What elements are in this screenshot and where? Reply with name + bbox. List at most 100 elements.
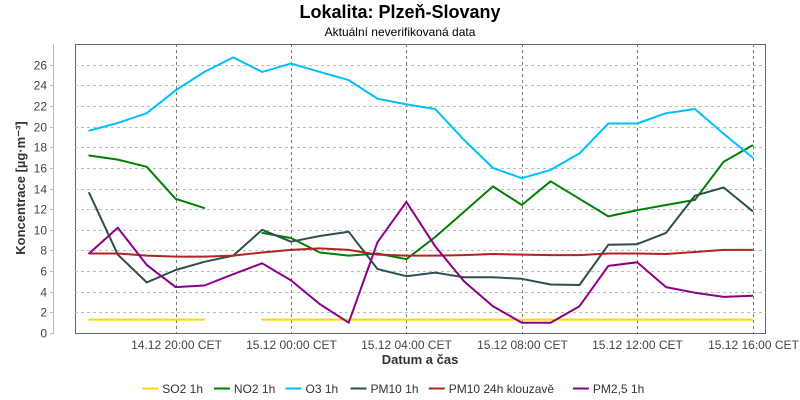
data-point (347, 321, 350, 324)
y-tick-label: 26 (34, 59, 48, 73)
series-o3-1h (88, 56, 754, 180)
data-point (492, 253, 494, 255)
data-point (751, 144, 754, 146)
data-point (665, 204, 667, 206)
data-point (232, 254, 235, 257)
data-point (492, 185, 494, 188)
data-point (636, 252, 638, 255)
data-point (347, 231, 350, 233)
data-point (722, 132, 725, 135)
legend-label: PM2,5 1h (593, 382, 644, 396)
data-point (463, 280, 465, 283)
data-point (376, 318, 379, 321)
y-tick-label: 14 (34, 183, 48, 197)
data-point (88, 154, 90, 157)
series-line (88, 186, 754, 286)
y-tick-label: 10 (34, 224, 48, 238)
data-point (174, 255, 177, 258)
legend-label: SO2 1h (162, 382, 203, 396)
data-point (145, 112, 148, 114)
data-point (203, 318, 206, 321)
data-point (261, 262, 263, 265)
data-point (145, 254, 148, 257)
data-point (203, 71, 206, 73)
data-point (722, 296, 725, 298)
data-point (751, 295, 754, 297)
legend-label: PM10 24h klouzavě (449, 382, 555, 396)
data-point (261, 71, 263, 73)
data-point (694, 251, 696, 253)
data-point (722, 318, 725, 321)
data-point (145, 318, 148, 321)
data-point (549, 283, 552, 286)
data-point (261, 228, 263, 231)
data-point (145, 281, 148, 284)
data-point (319, 318, 321, 321)
data-point (636, 209, 638, 211)
data-point (578, 152, 581, 155)
data-point (722, 160, 725, 163)
data-point (492, 276, 494, 279)
y-tick-label: 2 (40, 306, 47, 320)
data-point (117, 158, 119, 161)
data-point (290, 318, 292, 321)
data-point (463, 254, 465, 256)
data-point (261, 251, 263, 254)
legend-item[interactable]: PM2,5 1h (572, 382, 644, 396)
data-point (578, 198, 581, 200)
data-point (636, 318, 638, 321)
series-line (88, 200, 753, 324)
data-point (405, 103, 408, 106)
data-point (88, 252, 90, 255)
x-tick-label: 15.12 04:00 CET (361, 338, 452, 352)
data-point (145, 166, 148, 168)
data-point (319, 71, 321, 73)
data-point (88, 318, 90, 321)
data-point (405, 201, 408, 203)
data-point (665, 253, 667, 255)
data-point (607, 122, 610, 125)
legend-item[interactable]: NO2 1h (213, 382, 275, 396)
data-point (88, 191, 90, 194)
data-point (232, 56, 235, 59)
data-point (607, 265, 610, 267)
series-pm2-5-1h (88, 200, 754, 324)
data-point (578, 305, 581, 307)
data-point (636, 243, 638, 246)
data-point (665, 232, 667, 234)
series-no2-1h (88, 144, 754, 261)
legend-item[interactable]: PM10 1h (350, 382, 419, 396)
y-tick-label: 6 (40, 265, 47, 279)
data-point (319, 251, 321, 254)
data-point (347, 79, 350, 81)
data-point (174, 318, 177, 321)
data-point (549, 180, 552, 183)
legend-item[interactable]: O3 1h (285, 382, 339, 396)
data-point (319, 247, 321, 250)
series-pm10-24h-klouzav- (88, 247, 754, 258)
y-tick-label: 22 (34, 100, 48, 114)
data-point (290, 237, 292, 239)
data-point (694, 318, 696, 321)
data-point (290, 279, 292, 282)
data-point (607, 243, 610, 246)
data-point (520, 278, 523, 280)
y-tick-label: 16 (34, 162, 48, 176)
data-point (290, 240, 292, 243)
legend-item[interactable]: SO2 1h (142, 382, 203, 396)
legend-item[interactable]: PM10 24h klouzavě (428, 382, 555, 396)
y-tick-label: 12 (34, 203, 48, 217)
data-point (434, 318, 437, 321)
data-point (290, 249, 292, 251)
data-point (203, 284, 206, 287)
x-tick-label: 15.12 12:00 CET (592, 338, 683, 352)
data-point (203, 255, 206, 258)
data-point (492, 305, 494, 307)
series-line (88, 56, 754, 180)
data-point (549, 321, 552, 324)
data-point (434, 254, 437, 257)
data-point (520, 253, 523, 256)
data-point (549, 254, 552, 256)
y-tick-label: 18 (34, 141, 48, 155)
data-point (520, 204, 523, 206)
